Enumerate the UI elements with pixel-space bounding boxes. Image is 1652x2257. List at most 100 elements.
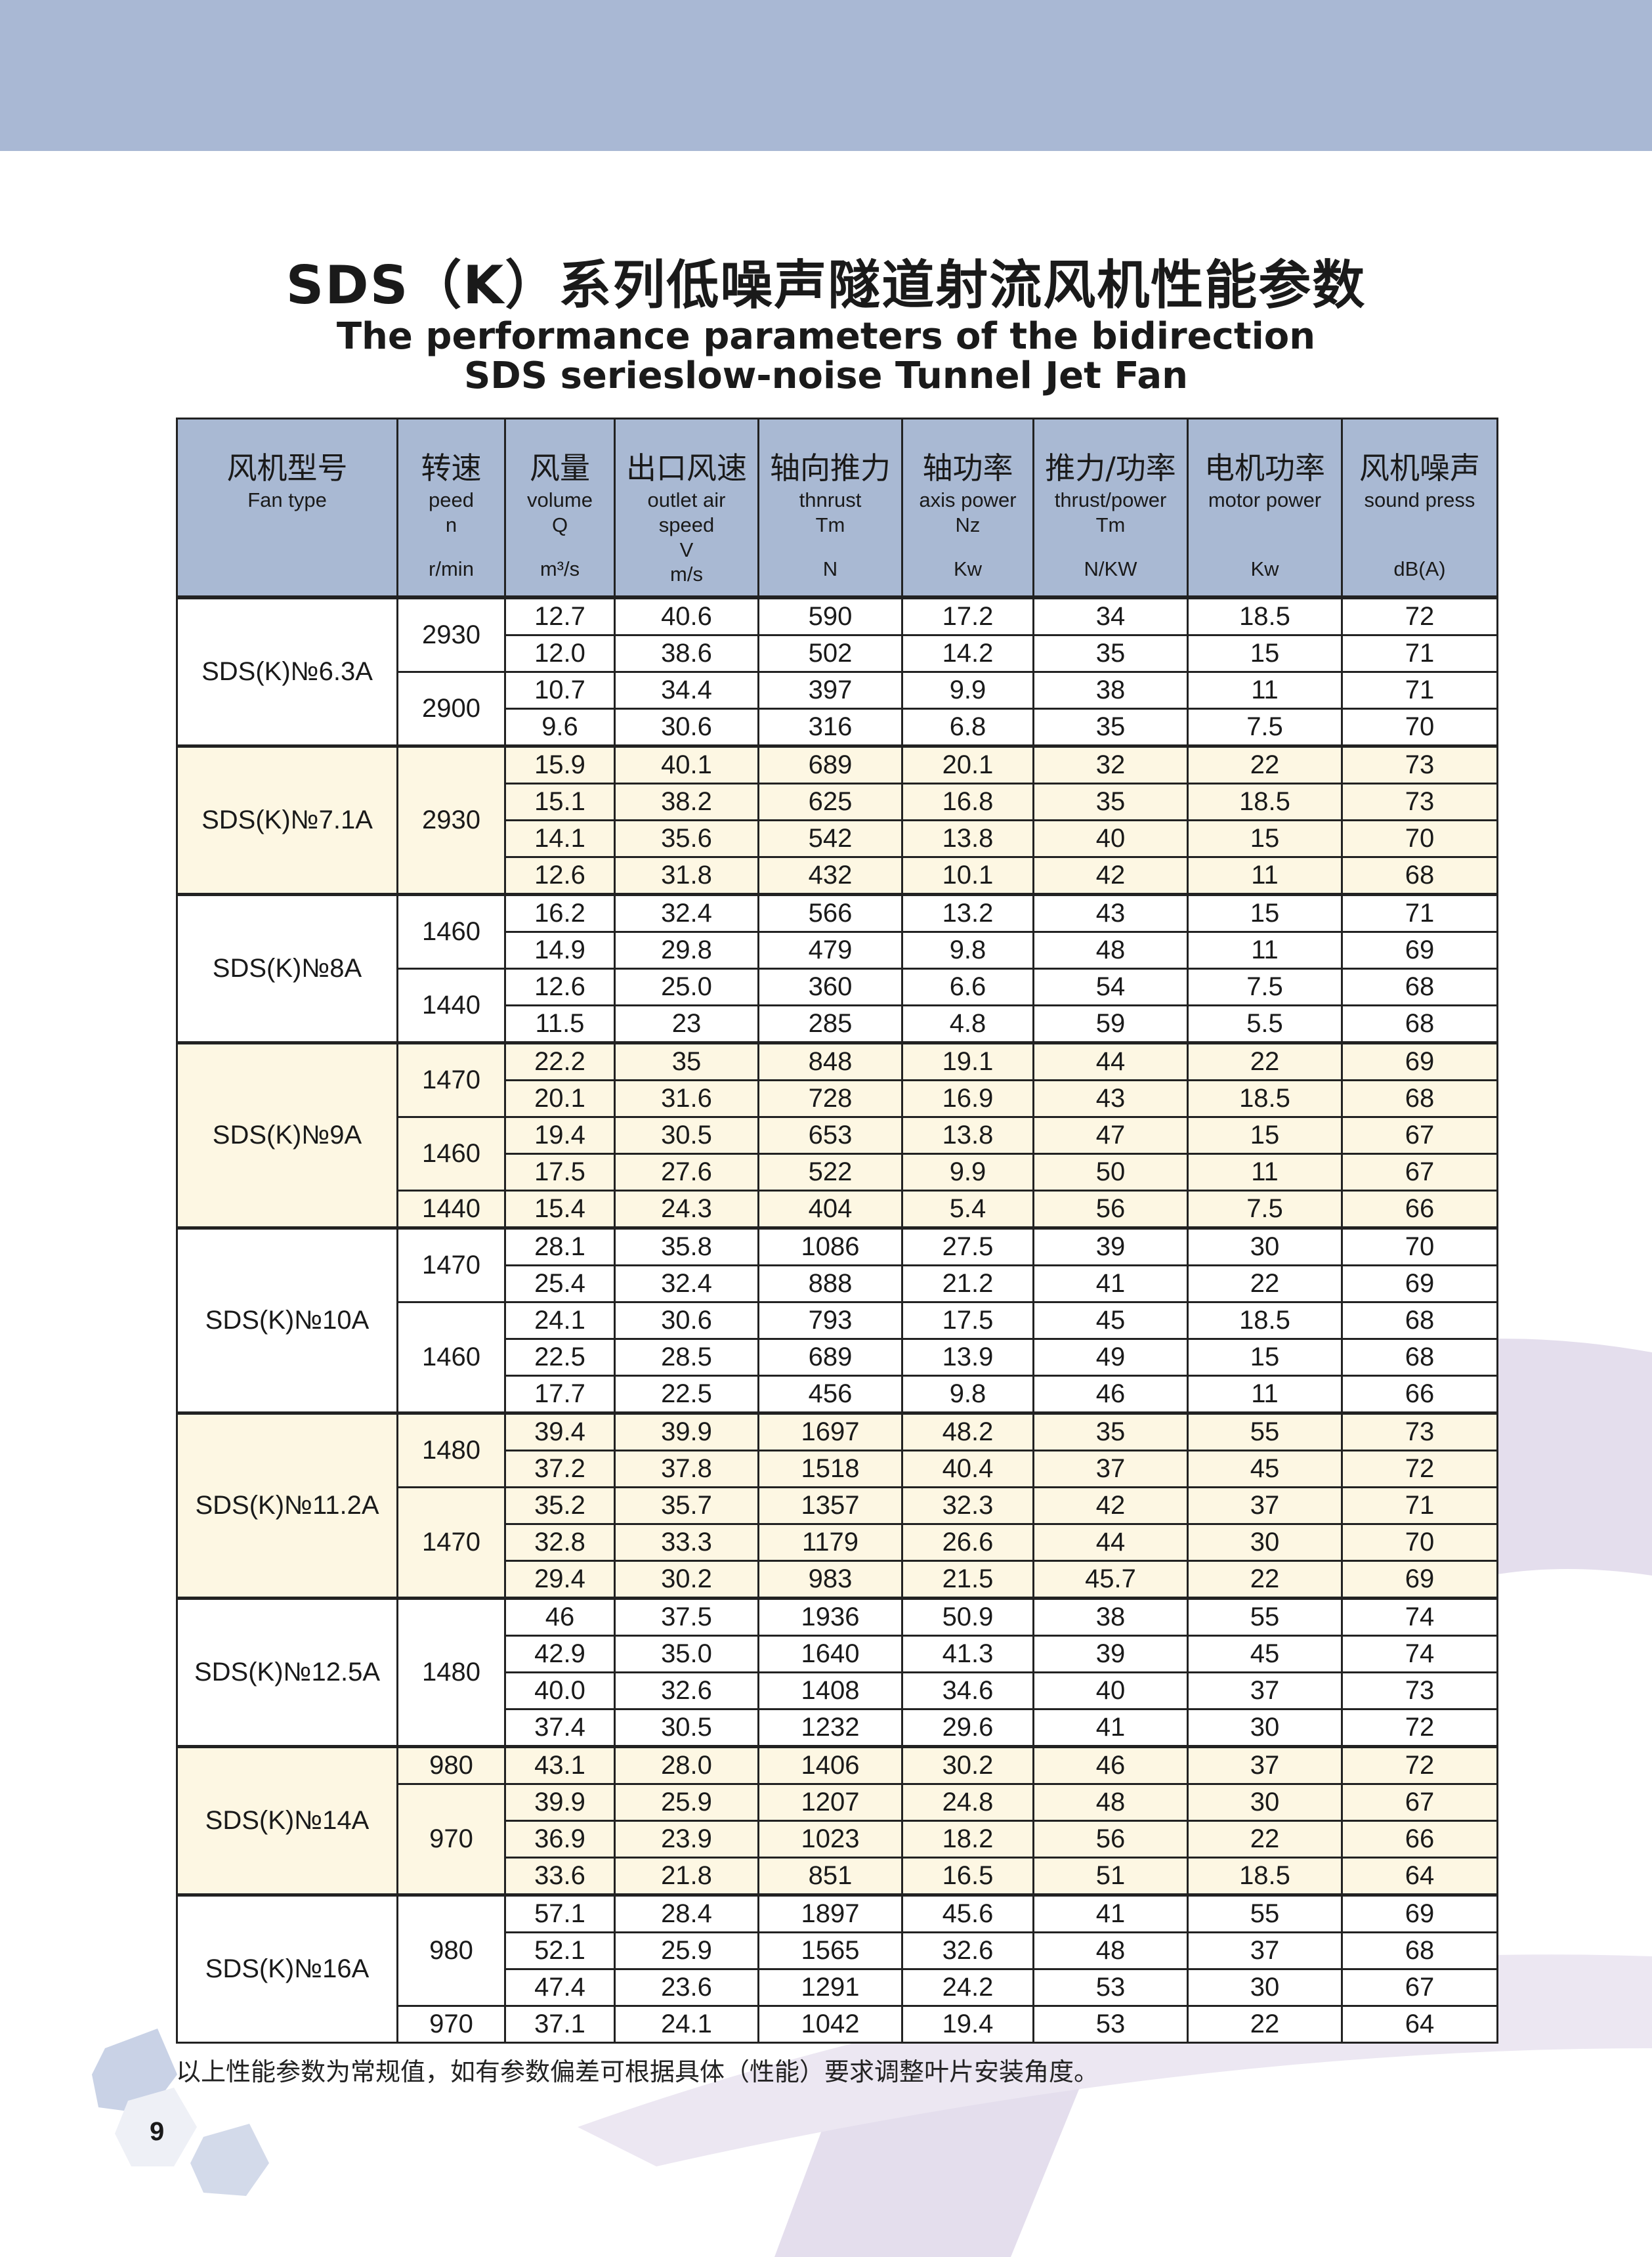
value-cell: 39 <box>1032 1226 1189 1266</box>
value-cell: 7.5 <box>1187 1190 1343 1229</box>
speed-cell: 970 <box>396 1783 506 1896</box>
value-cell: 35.6 <box>614 819 759 858</box>
value-cell: 56 <box>1032 1820 1189 1859</box>
header-en: Q <box>551 513 568 536</box>
value-cell: 15.9 <box>504 744 616 785</box>
value-cell: 25.0 <box>614 968 759 1006</box>
value-cell: 29.4 <box>504 1560 616 1599</box>
value-cell: 11 <box>1187 1153 1343 1192</box>
header-unit: Kw <box>953 557 983 580</box>
value-cell: 72 <box>1341 1450 1498 1488</box>
speed-cell: 1480 <box>396 1597 506 1748</box>
header-unit: r/min <box>429 557 474 580</box>
column-header: 风机型号 Fan type <box>176 418 398 599</box>
value-cell: 67 <box>1341 1968 1498 2007</box>
header-cn: 风机噪声 <box>1359 450 1480 486</box>
value-cell: 22 <box>1187 1560 1343 1599</box>
header-en: sound press <box>1364 488 1475 511</box>
fan-model-cell: SDS(K)№9A <box>176 1041 398 1229</box>
value-cell: 1406 <box>757 1745 903 1785</box>
value-cell: 72 <box>1341 1745 1498 1785</box>
table-row: SDS(K)№8A 1460 16.2 32.4 566 13.2 43 15 71 <box>176 893 1498 1044</box>
value-cell: 48 <box>1032 931 1189 970</box>
table-row: 47.4 23.6 1291 24.2 53 30 67 <box>177 1968 1498 2007</box>
table-row: 37.4 30.5 1232 29.6 41 30 72 <box>177 1708 1498 1748</box>
value-cell: 50.9 <box>901 1597 1034 1637</box>
value-cell: 45.7 <box>1032 1560 1189 1599</box>
table-row: 36.9 23.9 1023 18.2 56 22 66 <box>177 1820 1498 1859</box>
value-cell: 33.6 <box>504 1857 616 1896</box>
value-cell: 12.7 <box>504 595 616 636</box>
value-cell: 39 <box>1032 1635 1189 1673</box>
value-cell: 7.5 <box>1187 968 1343 1006</box>
value-cell: 57.1 <box>504 1893 616 1933</box>
value-cell: 32 <box>1032 744 1189 785</box>
table-row: 32.8 33.3 1179 26.6 44 30 70 <box>177 1523 1498 1562</box>
value-cell: 19.4 <box>901 2005 1034 2044</box>
value-cell: 74 <box>1341 1597 1498 1637</box>
value-cell: 40.4 <box>901 1450 1034 1488</box>
value-cell: 848 <box>757 1041 903 1081</box>
page-title-cn: SDS（K）系列低噪声隧道射流风机性能参数 <box>286 255 1366 316</box>
header-en: peed <box>429 488 474 511</box>
value-cell: 68 <box>1341 1079 1498 1118</box>
value-cell: 18.5 <box>1187 783 1343 821</box>
value-cell: 66 <box>1341 1190 1498 1229</box>
value-cell: 37 <box>1032 1450 1189 1488</box>
fan-model-cell: SDS(K)№11.2A <box>176 1411 398 1599</box>
value-cell: 37.4 <box>504 1708 616 1748</box>
header-en: thnrust <box>799 488 862 511</box>
table-row: 9.6 30.6 316 6.8 35 7.5 70 <box>177 708 1498 747</box>
value-cell: 42 <box>1032 1486 1189 1525</box>
value-cell: 12.6 <box>504 856 616 895</box>
value-cell: 67 <box>1341 1783 1498 1822</box>
value-cell: 6.8 <box>901 708 1034 747</box>
value-cell: 25.9 <box>614 1931 759 1970</box>
value-cell: 69 <box>1341 1560 1498 1599</box>
value-cell: 70 <box>1341 1226 1498 1266</box>
value-cell: 28.4 <box>614 1893 759 1933</box>
speed-cell: 2930 <box>396 744 506 895</box>
header-unit: N/KW <box>1084 557 1137 580</box>
value-cell: 1640 <box>757 1635 903 1673</box>
fan-model-cell: SDS(K)№7.1A <box>176 744 398 895</box>
value-cell: 16.8 <box>901 783 1034 821</box>
value-cell: 72 <box>1341 1708 1498 1748</box>
value-cell: 1291 <box>757 1968 903 2007</box>
value-cell: 51 <box>1032 1857 1189 1896</box>
table-row: 40.0 32.6 1408 34.6 40 37 73 <box>177 1671 1498 1710</box>
value-cell: 43 <box>1032 893 1189 933</box>
value-cell: 397 <box>757 671 903 710</box>
value-cell: 17.2 <box>901 595 1034 636</box>
value-cell: 34.4 <box>614 671 759 710</box>
speed-cell: 980 <box>396 1745 506 1785</box>
value-cell: 11 <box>1187 931 1343 970</box>
value-cell: 35.8 <box>614 1226 759 1266</box>
value-cell: 10.1 <box>901 856 1034 895</box>
value-cell: 35 <box>1032 634 1189 673</box>
value-cell: 36.9 <box>504 1820 616 1859</box>
table-row: 20.1 31.6 728 16.9 43 18.5 68 <box>177 1079 1498 1118</box>
table-row: 1470 35.2 35.7 1357 32.3 42 37 71 <box>177 1486 1498 1599</box>
fan-model-cell: SDS(K)№8A <box>176 893 398 1044</box>
table-row: 17.5 27.6 522 9.9 50 11 67 <box>177 1153 1498 1192</box>
value-cell: 522 <box>757 1153 903 1192</box>
column-header: 风机噪声 sound press dB(A) <box>1341 418 1498 599</box>
value-cell: 456 <box>757 1375 903 1414</box>
value-cell: 24.3 <box>614 1190 759 1229</box>
value-cell: 851 <box>757 1857 903 1896</box>
value-cell: 49 <box>1032 1338 1189 1377</box>
value-cell: 1179 <box>757 1523 903 1562</box>
value-cell: 17.5 <box>504 1153 616 1192</box>
value-cell: 68 <box>1341 1338 1498 1377</box>
value-cell: 566 <box>757 893 903 933</box>
value-cell: 33.3 <box>614 1523 759 1562</box>
value-cell: 13.8 <box>901 1116 1034 1155</box>
value-cell: 728 <box>757 1079 903 1118</box>
value-cell: 1518 <box>757 1450 903 1488</box>
header-content: 轴功率 axis power Nz Kw <box>903 419 1032 595</box>
header-en: motor power <box>1208 488 1322 511</box>
value-cell: 30.6 <box>614 708 759 747</box>
value-cell: 285 <box>757 1004 903 1044</box>
value-cell: 11 <box>1187 1375 1343 1414</box>
